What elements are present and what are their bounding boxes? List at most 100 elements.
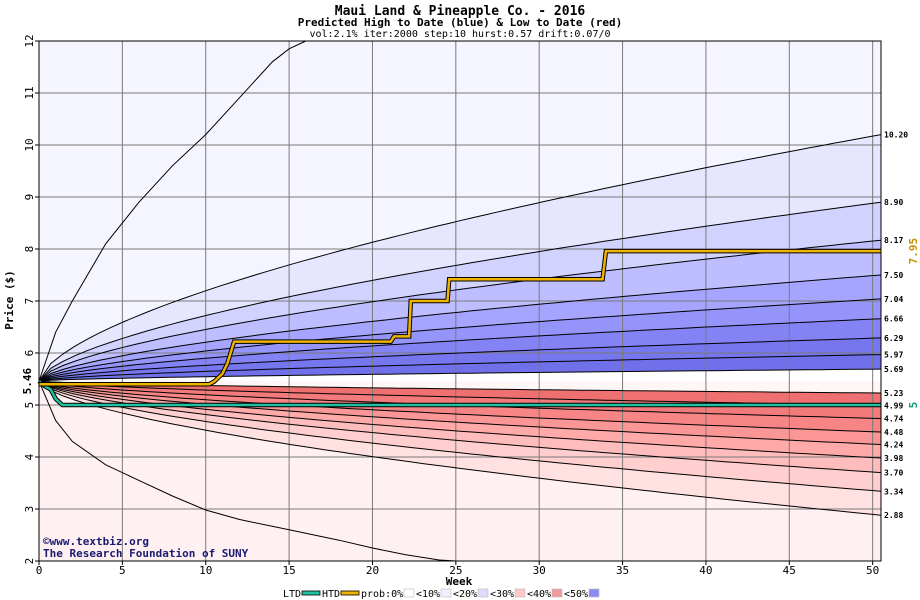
high-boundary-5 [38,318,882,382]
y-tick-label-9: 11 [23,86,36,99]
legend-line-0 [301,590,321,596]
y-tick-label-3: 5 [23,402,36,409]
legend-swatch-2 [403,588,415,598]
x-tick-label-2: 10 [199,564,212,577]
end-value-label-17: 2.88 [884,511,903,520]
high-boundary-3 [38,274,882,382]
end-value-label-11: 4.74 [884,415,903,424]
band-low-8 [39,381,881,406]
band-low-2 [39,381,881,492]
y-tick-label-1: 3 [23,506,36,513]
x-tick-label-4: 20 [366,564,379,577]
ltd-end-label: 5 [907,402,920,409]
band-high-8 [39,354,881,382]
end-value-label-16: 3.34 [884,487,903,496]
end-value-label-13: 4.24 [884,441,903,450]
band-high-4 [39,275,881,382]
chart-params: vol:2.1% iter:2000 step:10 hurst:0.57 dr… [309,29,610,40]
end-value-label-1: 8.90 [884,198,903,207]
band-low-1 [39,381,881,516]
x-axis-label: Week [446,575,473,588]
htd-series-line [39,249,881,386]
legend-label-5: <30% [490,589,514,600]
legend-label-4: <20% [453,589,477,600]
y-tick-label-10: 12 [23,34,36,47]
low-boundary-6 [38,380,882,474]
y-tick-label-0: 2 [23,558,36,565]
x-tick-label-8: 40 [699,564,712,577]
band-low-0 [39,381,881,561]
y-tick-label-8: 10 [23,138,36,151]
low-boundary-3 [38,380,882,433]
band-high-2 [39,202,881,382]
credit-line-1: ©www.textbiz.org [43,535,149,548]
legend-swatch-6 [551,588,563,598]
band-low-3 [39,381,881,473]
start-price-label: 5.46 [21,367,34,394]
htd-end-label: 7.95 [907,238,920,265]
legend-label-0: LTD [283,589,301,600]
chart-title: Maui Land & Pineapple Co. - 2016 [335,4,586,19]
end-value-label-5: 6.66 [884,315,903,324]
end-value-label-2: 8.17 [884,236,903,245]
end-value-label-15: 3.70 [884,469,903,478]
y-tick-label-2: 4 [23,453,36,460]
band-high-core [39,369,881,382]
x-tick-label-0: 0 [36,564,43,577]
y-tick-label-5: 7 [23,298,36,305]
end-value-label-14: 3.98 [884,454,903,463]
legend-label-2: prob:0% [361,589,403,600]
outer-low-curve [38,380,456,562]
end-value-label-4: 7.04 [884,295,903,304]
band-high-7 [39,337,881,382]
end-value-label-9: 5.23 [884,389,903,398]
end-value-label-7: 5.97 [884,351,903,360]
band-high-1 [39,134,881,382]
legend-label-7: <50% [564,589,588,600]
band-low-5 [39,381,881,445]
legend: LTD HTD prob:0% <10% <20% <30% <40% <50% [283,588,600,600]
high-boundary-6 [38,337,882,382]
end-value-label-12: 4.48 [884,428,903,437]
low-boundary-7 [38,380,882,492]
end-value-label-10: 4.99 [884,402,903,411]
end-value-label-8: 5.69 [884,365,903,374]
right-labels: 10.20 8.90 8.17 7.50 7.04 6.66 6.29 5.97 5.69 5.2… [884,131,920,521]
y-axis-label: Price ($) [3,270,16,330]
x-tick-label-6: 30 [533,564,546,577]
end-value-label-0: 10.20 [884,131,908,140]
high-boundary-2 [38,239,882,382]
series [37,248,881,408]
legend-swatch-7 [588,588,600,598]
high-boundary-7 [38,354,882,382]
high-boundary-0 [38,134,882,382]
high-boundary-8 [38,368,882,382]
x-tick-label-7: 35 [616,564,629,577]
end-value-label-3: 7.50 [884,271,903,280]
legend-label-1: HTD [322,589,340,600]
x-tick-label-3: 15 [282,564,295,577]
chart-subtitle: Predicted High to Date (blue) & Low to D… [298,16,623,29]
chart-header: Maui Land & Pineapple Co. - 2016 Predict… [298,4,623,40]
y-tick-label-7: 9 [23,194,36,201]
high-boundary-4 [38,298,882,382]
legend-label-3: <10% [416,589,440,600]
band-high-6 [39,318,881,382]
band-low-core [39,381,881,393]
outer-high-curve [38,40,307,382]
legend-line-1 [340,590,360,596]
band-high-0 [39,41,881,382]
legend-swatch-3 [440,588,452,598]
x-tick-label-1: 5 [119,564,126,577]
x-tick-label-9: 45 [783,564,796,577]
y-tick-label-4: 6 [23,350,36,357]
high-boundary-1 [38,201,882,382]
credit: ©www.textbiz.org The Research Foundation… [43,535,249,560]
legend-swatch-4 [477,588,489,598]
low-boundary-4 [38,380,882,445]
legend-label-6: <40% [527,589,551,600]
band-low-7 [39,381,881,419]
band-high-3 [39,240,881,382]
